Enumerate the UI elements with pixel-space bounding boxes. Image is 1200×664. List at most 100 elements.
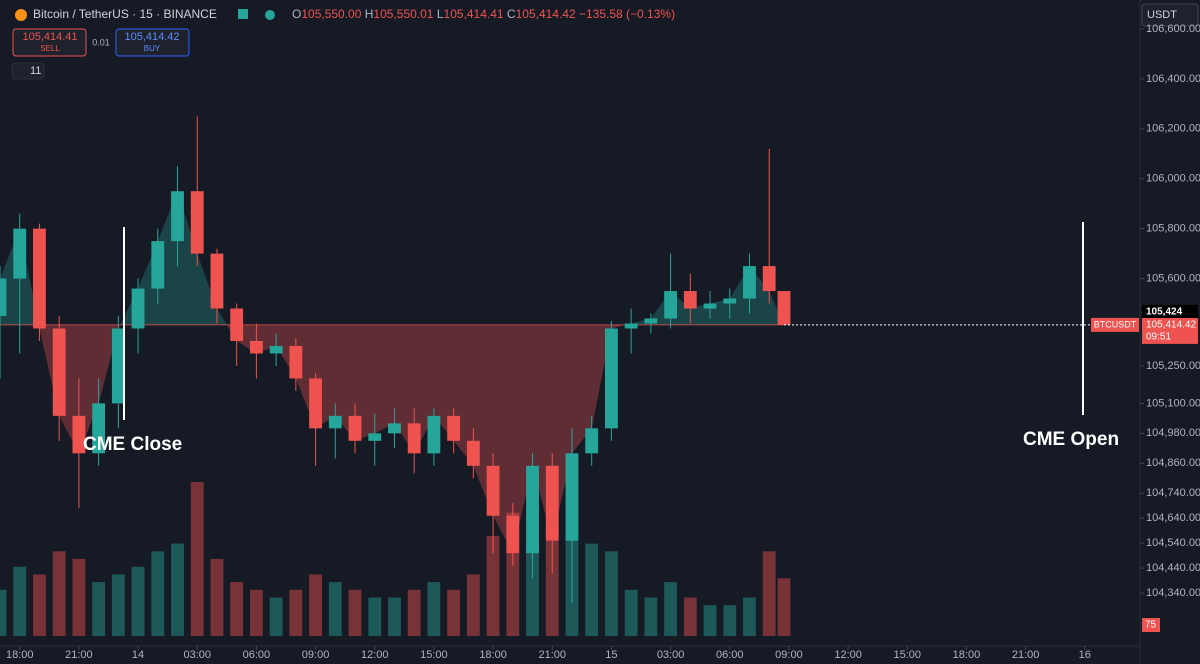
y-tick-label: 104,740.00 bbox=[1146, 487, 1200, 499]
volume-bar bbox=[111, 574, 125, 636]
volume-bar bbox=[13, 566, 27, 636]
y-tick-label: 106,600.00 bbox=[1146, 23, 1200, 35]
x-tick-label: 14 bbox=[132, 649, 144, 661]
crosshair-price: 105,424 bbox=[1146, 307, 1183, 318]
x-tick-label: 18:00 bbox=[6, 649, 34, 661]
volume-bar bbox=[210, 559, 224, 636]
volume-bar bbox=[624, 589, 638, 636]
c-value: 105,414.42 bbox=[516, 7, 576, 21]
candle-body bbox=[72, 415, 86, 454]
x-tick-label: 12:00 bbox=[834, 649, 862, 661]
candle-body bbox=[131, 288, 145, 329]
x-tick-label: 06:00 bbox=[243, 649, 271, 661]
candle-body bbox=[743, 266, 756, 299]
x-tick-label: 09:00 bbox=[775, 649, 803, 661]
coin-icon bbox=[15, 9, 27, 21]
volume-bar bbox=[328, 582, 342, 636]
candle-body bbox=[506, 515, 520, 554]
y-tick-label: 105,800.00 bbox=[1146, 223, 1200, 235]
sell-price: 105,414.41 bbox=[22, 31, 77, 43]
volume-bar bbox=[92, 582, 106, 636]
l-label: L bbox=[437, 7, 444, 21]
o-label: O bbox=[292, 7, 301, 21]
x-tick-label: 15:00 bbox=[420, 649, 448, 661]
candle-body bbox=[624, 323, 638, 329]
x-tick-label: 21:00 bbox=[65, 649, 93, 661]
candle-body bbox=[249, 340, 263, 354]
volume-bar bbox=[605, 551, 618, 636]
candle-body bbox=[368, 433, 382, 441]
volume-bar bbox=[72, 559, 86, 636]
candle-body bbox=[427, 415, 441, 454]
candle-body bbox=[407, 423, 421, 454]
volume-bar bbox=[777, 578, 791, 636]
volume-bar bbox=[545, 528, 559, 636]
price-tag-bg bbox=[1142, 317, 1198, 344]
volume-bar bbox=[230, 582, 244, 636]
l-value: 105,414.41 bbox=[444, 7, 504, 21]
volume-bar bbox=[289, 589, 303, 636]
countdown: 09:51 bbox=[1146, 332, 1171, 343]
volume-tag-bg bbox=[1142, 618, 1160, 632]
candle-body bbox=[585, 428, 599, 454]
volume-bar bbox=[683, 597, 697, 636]
annotation: CME Open bbox=[1023, 429, 1119, 450]
symbol-tag: BTCUSDT bbox=[1094, 319, 1137, 329]
x-tick-label: 03:00 bbox=[657, 649, 685, 661]
candle-body bbox=[565, 453, 579, 541]
x-tick-label: 18:00 bbox=[953, 649, 981, 661]
y-tick-label: 104,340.00 bbox=[1146, 587, 1200, 599]
volume-bar bbox=[171, 543, 184, 636]
candle-body bbox=[33, 228, 46, 329]
c-label: C bbox=[507, 7, 516, 21]
candle-body bbox=[111, 328, 125, 404]
y-tick-label: 105,600.00 bbox=[1146, 272, 1200, 284]
x-tick-label: 12:00 bbox=[361, 649, 389, 661]
candle-body bbox=[13, 228, 27, 279]
candle-body bbox=[644, 318, 658, 324]
h-label: H bbox=[365, 7, 374, 21]
candle-body bbox=[447, 415, 461, 441]
volume-bar bbox=[466, 574, 480, 636]
currency-select[interactable] bbox=[1141, 3, 1199, 27]
baseline-area-up bbox=[0, 191, 784, 325]
y-tick-label: 104,860.00 bbox=[1146, 457, 1200, 469]
buy-label: BUY bbox=[144, 44, 161, 53]
candle-body bbox=[777, 291, 791, 325]
x-tick-label: 15 bbox=[605, 649, 617, 661]
volume-bar bbox=[486, 535, 500, 636]
candle-body bbox=[151, 241, 165, 289]
volume-bar bbox=[151, 551, 165, 636]
crosshair-tag-bg bbox=[1142, 304, 1198, 318]
x-tick-label: 18:00 bbox=[479, 649, 507, 661]
candle-body bbox=[466, 440, 480, 466]
x-tick-label: 09:00 bbox=[302, 649, 330, 661]
x-tick-label: 21:00 bbox=[1012, 649, 1040, 661]
volume-bar bbox=[407, 589, 421, 636]
change: −135.58 (−0.13%) bbox=[579, 7, 675, 21]
buy-button[interactable] bbox=[115, 28, 190, 57]
price-tag: 105,414.42 bbox=[1146, 320, 1196, 331]
indicators-toggle[interactable] bbox=[11, 62, 45, 80]
volume-bar bbox=[427, 582, 441, 636]
sell-button[interactable] bbox=[12, 28, 87, 57]
volume-bar bbox=[249, 589, 263, 636]
candle-body bbox=[526, 465, 539, 554]
annotation: CME Close bbox=[83, 434, 182, 455]
x-tick-label: 21:00 bbox=[538, 649, 566, 661]
y-tick-label: 104,440.00 bbox=[1146, 562, 1200, 574]
volume-bar bbox=[585, 543, 599, 636]
x-tick-label: 16 bbox=[1079, 649, 1091, 661]
candle-body bbox=[348, 415, 362, 441]
volume-bar bbox=[723, 605, 737, 636]
volume-bar bbox=[703, 605, 717, 636]
y-tick-label: 106,200.00 bbox=[1146, 123, 1200, 135]
candle-body bbox=[545, 465, 559, 541]
symbol: Bitcoin / TetherUS · 15 · BINANCE bbox=[33, 7, 217, 21]
volume-bar bbox=[664, 582, 677, 636]
currency: USDT bbox=[1147, 9, 1177, 21]
candle-body bbox=[605, 328, 618, 429]
